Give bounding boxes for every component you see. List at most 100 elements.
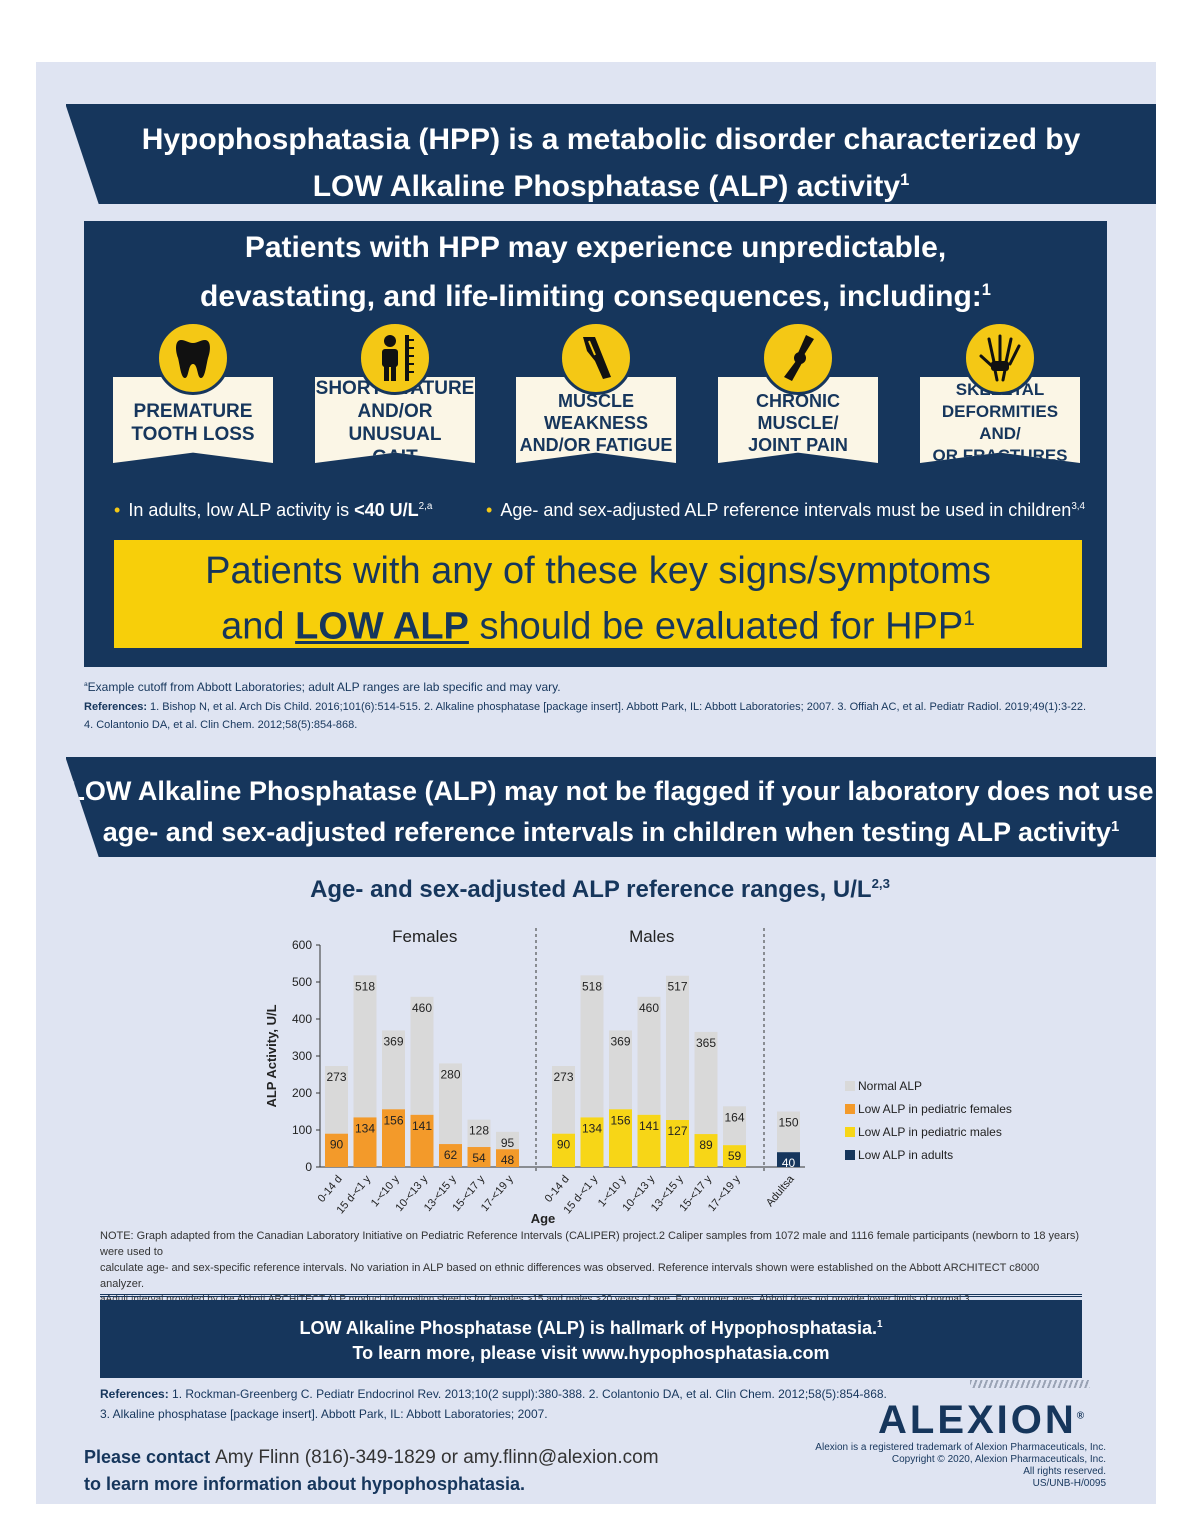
normal-alp-bar	[637, 996, 661, 1115]
hand-bones-icon	[963, 321, 1037, 395]
upper-value-label: 460	[639, 1001, 659, 1015]
low-alp-bar	[496, 1149, 519, 1167]
normal-alp-bar	[439, 1063, 462, 1145]
upper-value-label: 518	[582, 979, 602, 993]
low-value-label: 134	[355, 1121, 375, 1135]
low-alp-bar	[353, 1117, 377, 1167]
y-tick-label: 100	[292, 1123, 312, 1137]
website-link[interactable]: To learn more, please visit www.hypophos…	[352, 1343, 830, 1363]
y-tick-label: 200	[292, 1086, 312, 1100]
upper-value-label: 518	[355, 979, 375, 993]
low-alp-bar	[777, 1152, 800, 1167]
x-tick-label: Adultsa	[764, 1173, 797, 1209]
evaluation-callout: Patients with any of these key signs/sym…	[114, 540, 1082, 648]
normal-alp-bar	[777, 1111, 800, 1153]
logo-hatch	[970, 1380, 1090, 1388]
low-value-label: 156	[383, 1113, 403, 1127]
normal-alp-bar	[609, 1030, 632, 1110]
low-value-label: 141	[412, 1119, 432, 1133]
leg-muscle-icon	[559, 321, 633, 395]
normal-alp-bar	[467, 1119, 491, 1148]
y-tick-label: 500	[292, 975, 312, 989]
normal-alp-bar	[694, 1031, 718, 1135]
consequences-title: Patients with HPP may experience unpredi…	[200, 231, 991, 313]
alexion-logo: ALEXION®	[878, 1398, 1088, 1442]
normal-alp-bar	[552, 1065, 575, 1134]
normal-alp-bar	[666, 975, 689, 1121]
legend-item: Low ALP in pediatric females	[858, 1102, 1012, 1116]
group-label: Males	[629, 927, 674, 946]
low-value-label: 48	[501, 1153, 515, 1167]
header-banner: Hypophosphatasia (HPP) is a metabolic di…	[66, 104, 1156, 204]
upper-value-label: 95	[501, 1136, 515, 1150]
legend-swatch	[845, 1127, 855, 1137]
normal-alp-bar	[353, 975, 377, 1118]
low-value-label: 141	[639, 1119, 659, 1133]
low-alp-bar	[609, 1109, 632, 1167]
y-tick-label: 600	[292, 938, 312, 952]
references-1: References: 1. Bishop N, et al. Arch Dis…	[84, 701, 1087, 731]
upper-value-label: 164	[724, 1110, 744, 1124]
y-tick-label: 400	[292, 1012, 312, 1026]
legend-swatch	[845, 1150, 855, 1160]
upper-value-label: 460	[412, 1001, 432, 1015]
contact-block: Please contact Amy Flinn (816)-349-1829 …	[84, 1447, 659, 1494]
low-value-label: 59	[728, 1149, 742, 1163]
chart-note: NOTE: Graph adapted from the Canadian La…	[100, 1230, 1080, 1305]
bullet-pediatric-intervals: • Age- and sex-adjusted ALP reference int…	[486, 500, 1086, 520]
alp-reference-chart: 0 100 200 300 400 500 600 ALP Activity, U/L Fema…	[264, 927, 1012, 1226]
upper-value-label: 150	[778, 1116, 798, 1130]
bullet-adult-cutoff: • In adults, low ALP activity is <40 U/L2…	[114, 500, 433, 520]
low-alp-bar	[637, 1114, 661, 1167]
low-alp-bar	[723, 1145, 746, 1167]
rep-contact[interactable]: Amy Flinn (816)-349-1829 or amy.flinn@al…	[215, 1447, 659, 1468]
low-value-label: 62	[444, 1148, 458, 1162]
normal-alp-bar	[325, 1065, 348, 1134]
upper-value-label: 369	[383, 1034, 403, 1048]
upper-value-label: 517	[667, 980, 687, 994]
y-tick-label: 300	[292, 1049, 312, 1063]
y-axis-label: ALP Activity, U/L	[264, 1004, 279, 1107]
low-alp-bar	[694, 1134, 718, 1167]
low-value-label: 156	[610, 1113, 630, 1127]
low-alp-bar	[580, 1117, 604, 1167]
x-axis-label: Age	[531, 1211, 556, 1226]
low-value-label: 89	[699, 1138, 713, 1152]
low-alp-bar	[325, 1133, 348, 1167]
chart-title: Age- and sex-adjusted ALP reference rang…	[310, 876, 890, 903]
header-line2: LOW Alkaline Phosphatase (ALP) activity	[312, 170, 901, 203]
references-2: References: 1. Rockman-Greenberg C. Pedi…	[100, 1387, 887, 1421]
normal-alp-bar	[410, 996, 434, 1115]
low-value-label: 134	[582, 1121, 602, 1135]
upper-value-label: 365	[696, 1036, 716, 1050]
upper-value-label: 273	[326, 1070, 346, 1084]
legend-item: Normal ALP	[858, 1079, 922, 1093]
low-alp-bar	[439, 1144, 462, 1167]
low-alp-bar	[410, 1114, 434, 1167]
low-alp-bar	[382, 1109, 405, 1167]
upper-value-label: 128	[469, 1124, 489, 1138]
normal-alp-bar	[580, 975, 604, 1118]
divider	[100, 1294, 1082, 1297]
low-value-label: 54	[472, 1151, 486, 1165]
normal-alp-bar	[496, 1131, 519, 1150]
legend-item: Low ALP in adults	[858, 1148, 953, 1162]
group-label: Females	[392, 927, 457, 946]
flagging-banner: LOW Alkaline Phosphatase (ALP) may not b…	[66, 757, 1156, 857]
upper-value-label: 280	[440, 1067, 460, 1081]
header-line1: Hypophosphatasia (HPP) is a metabolic di…	[141, 123, 1081, 156]
low-alp-bar	[552, 1133, 575, 1167]
legend-swatch	[845, 1081, 855, 1091]
legend-swatch	[845, 1104, 855, 1114]
upper-value-label: 273	[553, 1070, 573, 1084]
normal-alp-bar	[723, 1106, 746, 1146]
low-value-label: 40	[782, 1156, 796, 1170]
joint-icon	[761, 321, 835, 395]
legend-item: Low ALP in pediatric males	[858, 1125, 1002, 1139]
upper-value-label: 369	[610, 1034, 630, 1048]
legal-text: Alexion is a registered trademark of Ale…	[815, 1442, 1106, 1489]
tooth-icon	[156, 321, 230, 395]
height-icon	[358, 321, 432, 395]
low-value-label: 90	[557, 1138, 571, 1152]
normal-alp-bar	[382, 1030, 405, 1110]
